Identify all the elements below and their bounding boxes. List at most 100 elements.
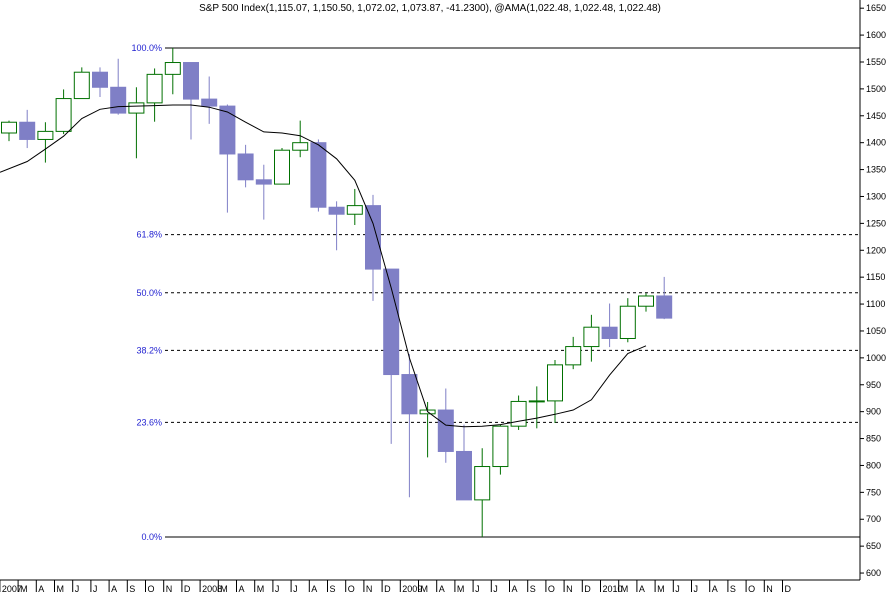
x-tick-label: A — [111, 584, 117, 594]
candle-body — [638, 295, 654, 307]
candle — [183, 62, 199, 140]
x-tick-label: M — [457, 584, 465, 594]
fib-label: 23.6% — [136, 417, 162, 427]
x-tick-label: J — [275, 584, 280, 594]
x-tick-label: M — [421, 584, 429, 594]
candle — [528, 386, 545, 429]
y-tick-label: 1300 — [866, 191, 886, 201]
candle — [456, 424, 472, 501]
candle — [638, 293, 654, 312]
candle-body — [310, 142, 327, 208]
candle — [656, 276, 673, 320]
x-tick-label: O — [748, 584, 755, 594]
candle-body — [619, 305, 636, 339]
x-tick-label: N — [566, 584, 573, 594]
candle — [201, 76, 218, 124]
candles — [1, 48, 673, 537]
candle — [92, 67, 108, 97]
fib-label: 50.0% — [136, 288, 162, 298]
candle — [1, 120, 17, 142]
x-tick-label: A — [239, 584, 245, 594]
y-tick-label: 700 — [866, 514, 881, 524]
y-tick-label: 1000 — [866, 353, 886, 363]
y-tick-label: 1400 — [866, 138, 886, 148]
x-tick-label: S — [530, 584, 536, 594]
candle-body — [383, 268, 400, 376]
y-tick-label: 1500 — [866, 84, 886, 94]
x-tick-label: 2007 — [2, 584, 22, 594]
candle — [73, 67, 90, 100]
y-tick-label: 1050 — [866, 326, 886, 336]
y-tick-label: 900 — [866, 407, 881, 417]
y-tick-label: 1100 — [866, 299, 885, 309]
candle-body — [1, 121, 17, 134]
candle — [510, 395, 527, 430]
candle — [274, 148, 290, 185]
x-tick-label: 2008 — [202, 584, 222, 594]
candle — [128, 87, 145, 159]
y-tick-label: 600 — [866, 568, 881, 578]
candle — [619, 298, 636, 343]
x-tick-label: M — [257, 584, 265, 594]
candle-body — [146, 73, 163, 104]
x-tick-label: J — [493, 584, 498, 594]
candle — [383, 268, 400, 444]
candle-body — [255, 179, 272, 185]
x-tick-label: O — [348, 584, 355, 594]
y-tick-label: 800 — [866, 460, 881, 470]
candle-body — [365, 205, 381, 270]
x-tick-label: M — [220, 584, 228, 594]
fib-label: 61.8% — [136, 230, 162, 240]
candle-body — [492, 425, 509, 468]
candle-body — [437, 409, 454, 452]
x-tick-label: O — [148, 584, 155, 594]
y-tick-label: 1550 — [866, 57, 886, 67]
candle — [292, 120, 309, 158]
x-tick-label: A — [439, 584, 445, 594]
candle — [164, 48, 181, 95]
fib-levels: 100.0% 61.8% 50.0% 38.2% 23.6% 0.0% — [131, 43, 860, 542]
candle-body — [474, 466, 491, 501]
x-tick-label: D — [785, 584, 792, 594]
candle-body — [528, 400, 545, 403]
candle — [547, 360, 563, 423]
candle — [601, 303, 618, 348]
fib-label: 100.0% — [131, 43, 162, 53]
y-tick-label: 650 — [866, 541, 881, 551]
x-tick-label: D — [584, 584, 591, 594]
axes: 600 650 700 750 800 850 900 950 1000 1050 1100 1150… — [0, 0, 886, 594]
chart-title: S&P 500 Index(1,115.07, 1,150.50, 1,072.… — [199, 3, 661, 14]
candle-body — [565, 346, 582, 366]
candle-body — [201, 98, 218, 107]
candle-body — [164, 62, 181, 75]
x-tick-label: D — [384, 584, 391, 594]
candle-body — [583, 326, 600, 348]
ama-layer — [0, 104, 647, 428]
candle — [437, 388, 454, 463]
x-tick-label: N — [166, 584, 173, 594]
candle — [565, 336, 582, 370]
x-tick-label: A — [38, 584, 44, 594]
candle-body — [110, 86, 127, 114]
candle-body — [183, 62, 199, 100]
y-tick-label: 950 — [866, 380, 881, 390]
x-tick-label: M — [657, 584, 665, 594]
fib-label: 38.2% — [136, 345, 162, 355]
candle-body — [37, 130, 54, 140]
candle — [37, 122, 54, 163]
candle-body — [656, 295, 673, 319]
candle-body — [510, 400, 527, 427]
candle — [255, 164, 272, 220]
candle — [346, 188, 363, 225]
candle-body — [237, 153, 254, 181]
x-tick-label: A — [311, 584, 317, 594]
x-tick-label: O — [548, 584, 555, 594]
candle-body — [292, 142, 309, 151]
candle-body — [601, 326, 618, 339]
y-tick-label: 1650 — [866, 3, 886, 13]
x-tick-label: N — [766, 584, 773, 594]
candle — [237, 144, 254, 188]
x-tick-label: 2010 — [603, 584, 623, 594]
